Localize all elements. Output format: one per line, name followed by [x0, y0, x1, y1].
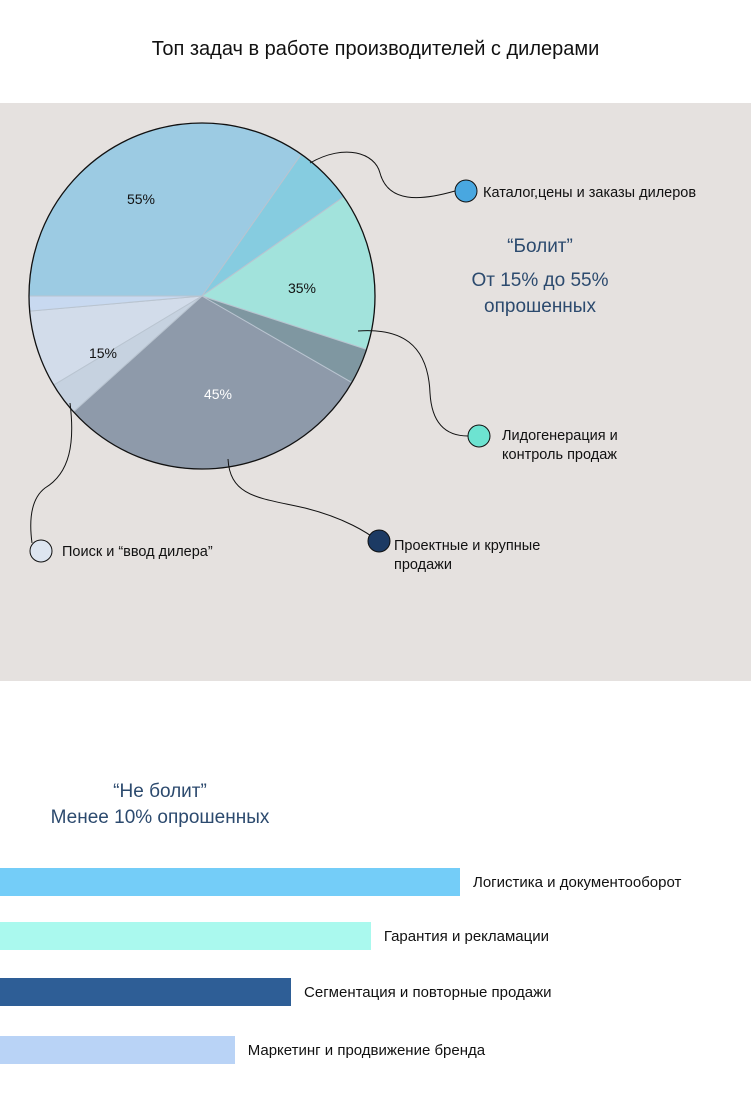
legend-label: Каталог,цены и заказы дилеров [483, 185, 696, 201]
chart-title: Топ задач в работе производителей с диле… [151, 38, 600, 60]
bar-label: Гарантия и рекламации [383, 928, 550, 945]
painful-callout-line3: опрошенных [484, 296, 596, 317]
leader-line [30, 402, 73, 544]
not-painful-callout: “Не болит” Менее 10% опрошенных [0, 779, 320, 831]
pie-panel: 55% 35% 45% 15% Каталог,цены и заказы дилер… [0, 103, 751, 681]
legend-label: Поиск и “ввод дилера” [62, 544, 213, 560]
leader-line [309, 151, 456, 199]
slice-percent-label: 35% [288, 280, 316, 296]
painful-callout-line2: От 15% до 55% [471, 270, 609, 291]
bar [0, 1036, 235, 1064]
painful-callout: “Болит” От 15% до 55% опрошенных [440, 234, 640, 320]
legend-label: Проектные и крупные [394, 538, 540, 554]
slice-percent-label: 15% [89, 345, 117, 361]
slice-percent-label: 45% [204, 386, 232, 402]
bar-label: Маркетинг и продвижение бренда [247, 1042, 486, 1059]
bar [0, 922, 371, 950]
legend-marker [367, 529, 391, 553]
legend-marker [29, 539, 53, 563]
legend-marker [454, 179, 478, 203]
legend-label: Лидогенерация и [502, 428, 618, 444]
not-painful-callout-line2: Менее 10% опрошенных [50, 807, 270, 828]
slice-percent-label: 55% [127, 191, 155, 207]
legend-marker [467, 424, 491, 448]
bar-label: Логистика и документооборот [473, 874, 682, 891]
bar [0, 978, 292, 1006]
legend-label: контроль продаж [502, 447, 617, 463]
legend-label: продажи [394, 557, 452, 573]
pie-outline [28, 122, 376, 470]
leader-line [357, 330, 469, 437]
bar [0, 868, 460, 896]
leader-line [227, 458, 379, 542]
pie-chart: 55% 35% 45% 15% Каталог,цены и заказы дилер… [28, 122, 696, 573]
painful-callout-line1: “Болит” [507, 236, 573, 257]
bar-label: Сегментация и повторные продажи [304, 984, 552, 1001]
not-painful-callout-line1: “Не болит” [113, 781, 207, 802]
